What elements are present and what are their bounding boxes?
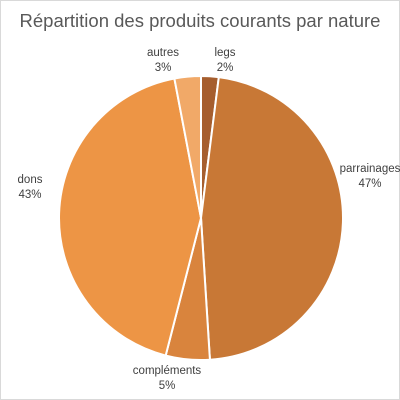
slice-value-label: 3% <box>155 62 172 74</box>
pie-slice-dons <box>58 77 202 357</box>
pie-slice-parrainages <box>200 76 345 361</box>
slice-label: compléments <box>133 365 202 377</box>
slice-label: autres <box>147 47 179 59</box>
slice-label: legs <box>214 47 235 59</box>
pie-slices <box>58 75 345 361</box>
slice-value-label: 2% <box>217 62 234 74</box>
pie-labels: legs 2% parrainages 47% compléments 5% dons 43%… <box>18 47 400 392</box>
pie-slice-autres <box>173 75 202 219</box>
slice-value-label: 5% <box>159 380 176 392</box>
chart-title: Répartition des produits courants par na… <box>19 10 381 31</box>
slice-value-label: 43% <box>18 189 41 201</box>
slice-label: dons <box>18 174 43 186</box>
slice-value-label: 47% <box>358 178 381 190</box>
slice-label: parrainages <box>340 163 400 175</box>
